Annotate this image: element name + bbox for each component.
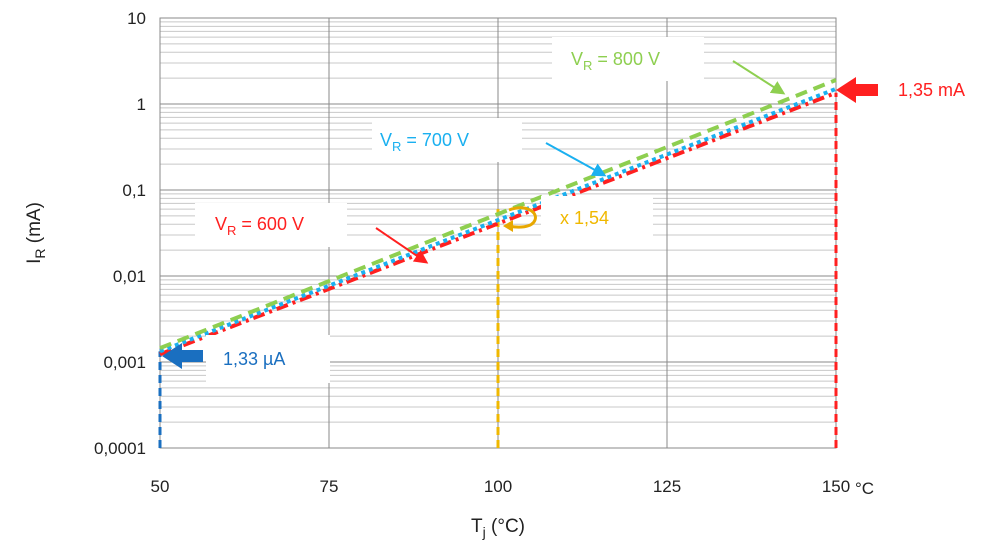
y-axis-title: IR (mA) [24,202,48,264]
series-label-600v-rest: = 600 V [236,214,304,234]
series-label-600v-main: V [215,214,227,234]
callout-x154: x 1,54 [503,196,653,238]
reference-lines [158,92,838,448]
y-axis-title-rest: (mA) [24,202,45,248]
y-tick-labels: 0,0001 0,001 0,01 0,1 1 10 [94,9,146,458]
series-label-600v: VR = 600 V [195,203,347,247]
y-tick-label: 0,1 [122,181,146,200]
series-label-700v-sub: R [392,139,401,154]
x-tick-label: 150 [822,477,850,496]
arrow-700v [545,142,607,177]
x-tick-label: 75 [320,477,339,496]
callout-1-33ua-text: 1,33 µA [223,349,285,369]
y-tick-label: 0,01 [113,267,146,286]
series-line-0 [159,90,837,357]
blue-block-arrow [162,343,203,369]
series-label-700v-rest: = 700 V [401,130,469,150]
x-axis-title: Tj (°C) [471,516,525,540]
y-tick-label: 0,001 [103,353,146,372]
series-line-1 [159,86,837,354]
y-tick-label: 0,0001 [94,439,146,458]
svg-text:VR = 800 V: VR = 800 V [571,49,660,73]
callout-x154-text: x 1,54 [560,208,609,228]
callout-1-35ma: 1,35 mA [836,72,989,108]
x-tick-labels: 50 75 100 125 150 [151,477,851,496]
series-label-800v-rest: = 800 V [592,49,660,69]
series-line-2 [159,78,837,350]
x-axis-title-main: T [471,516,483,537]
x-tick-label: 125 [653,477,681,496]
svg-text:VR = 600 V: VR = 600 V [215,214,304,238]
red-block-arrow [836,77,878,103]
series-label-800v: VR = 800 V [552,37,704,81]
callout-1-33ua: 1,33 µA [162,335,330,383]
x-axis-end-unit: °C [855,479,874,498]
y-axis-title-sub: R [32,249,48,259]
callout-1-35ma-text: 1,35 mA [898,80,965,100]
series-label-600v-sub: R [227,223,236,238]
x-axis-title-rest: (°C) [486,516,525,537]
series-group [159,78,837,357]
y-axis-title-main: I [24,259,45,264]
series-label-700v-main: V [380,130,392,150]
x-tick-label: 100 [484,477,512,496]
series-label-800v-sub: R [583,58,592,73]
y-tick-label: 10 [127,9,146,28]
curved-arrow-icon [508,206,537,229]
svg-text:VR = 700 V: VR = 700 V [380,130,469,154]
x-axis-title-sub: j [482,524,486,540]
x-tick-label: 50 [151,477,170,496]
series-label-700v: VR = 700 V [372,118,522,162]
series-label-800v-main: V [571,49,583,69]
arrow-600v [375,227,429,264]
arrow-800v [732,60,786,95]
y-tick-label: 1 [137,95,146,114]
